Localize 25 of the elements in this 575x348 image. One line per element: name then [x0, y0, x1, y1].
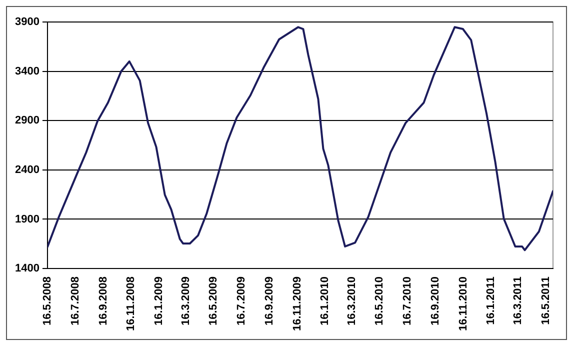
x-tick-label: 16.5.2010 — [374, 276, 386, 326]
y-tick-label: 2900 — [14, 114, 40, 127]
x-tick-label: 16.9.2008 — [97, 276, 110, 326]
x-tick-label: 16.3.2011 — [512, 276, 524, 325]
x-tick-label: 16.3.2009 — [180, 276, 192, 326]
x-tick-label: 16.7.2008 — [69, 276, 82, 326]
y-tick-label: 1900 — [14, 213, 40, 226]
y-tick-label: 3900 — [14, 16, 40, 28]
x-tick-label: 16.11.2010 — [457, 276, 470, 332]
x-tick-label: 16.11.2008 — [125, 276, 138, 332]
y-tick-label: 3400 — [14, 65, 40, 78]
x-tick-label: 16.11.2009 — [291, 276, 304, 332]
x-tick-label: 16.5.2008 — [42, 276, 54, 326]
x-tick-label: 16.5.2011 — [540, 276, 552, 325]
x-tick-label: 16.1.2011 — [485, 276, 498, 325]
x-tick-label: 16.7.2010 — [401, 276, 414, 326]
x-tick-label: 16.1.2009 — [152, 276, 165, 326]
y-tick-label: 2400 — [14, 164, 40, 176]
x-tick-label: 16.5.2009 — [208, 276, 220, 326]
x-tick-label: 16.7.2009 — [235, 276, 248, 326]
x-tick-label: 16.3.2010 — [346, 276, 358, 326]
x-tick-label: 16.9.2009 — [264, 276, 276, 326]
y-tick-label: 1400 — [14, 262, 40, 275]
x-tick-label: 16.9.2010 — [430, 276, 442, 326]
x-tick-label: 16.1.2010 — [319, 276, 332, 326]
